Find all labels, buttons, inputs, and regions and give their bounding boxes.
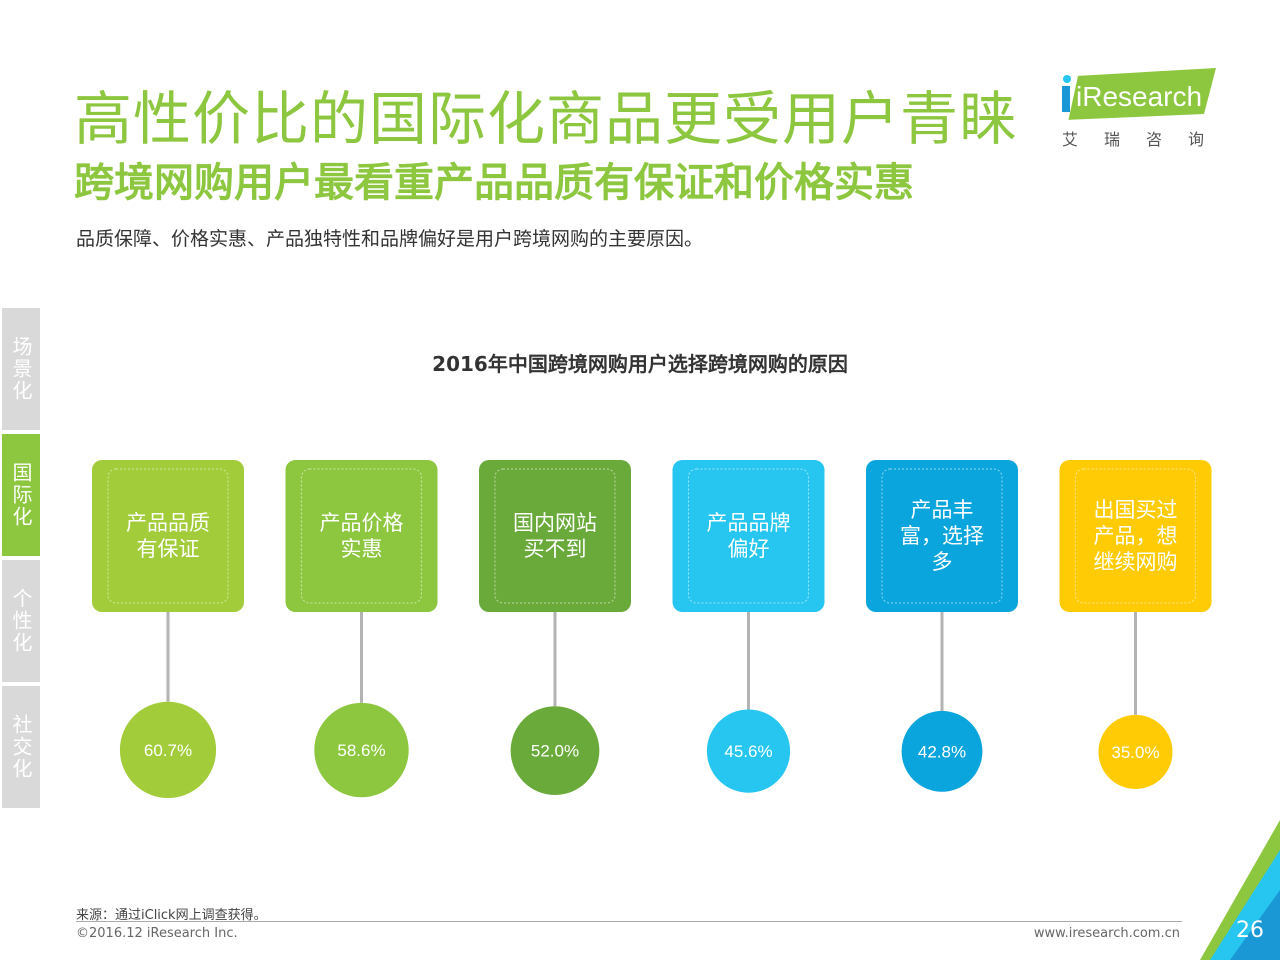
- chart-title: 2016年中国跨境网购用户选择跨境网购的原因: [432, 352, 848, 376]
- logo-mark-icon: iResearch: [1056, 68, 1216, 122]
- card-label: 国内网站 买不到: [479, 460, 631, 612]
- value-circle: [119, 701, 217, 798]
- footer-copyright: ©2016.12 iResearch Inc.: [76, 926, 238, 941]
- reason-card: [92, 460, 244, 612]
- card-label-text: 产品丰 富，选择 多: [900, 498, 984, 574]
- card-label: 产品品质 有保证: [92, 460, 244, 612]
- card-label: 出国买过 产品，想 继续网购: [1060, 460, 1212, 612]
- card-label: 产品品牌 偏好: [673, 460, 825, 612]
- reason-card: [672, 460, 825, 612]
- value-circle: [901, 710, 983, 792]
- card-dashed-border: [881, 468, 1003, 604]
- card-label: 产品丰 富，选择 多: [866, 460, 1018, 612]
- value-label: 35.0%: [1111, 743, 1159, 762]
- logo-chinese-name: 艾瑞咨询: [1062, 130, 1231, 149]
- card-label-text: 出国买过 产品，想 继续网购: [1093, 498, 1178, 574]
- card-dashed-border: [1075, 468, 1196, 604]
- page-subtitle: 跨境网购用户最看重产品品质有保证和价格实惠: [74, 160, 914, 206]
- corner-decoration: [1200, 820, 1280, 960]
- page-title: 高性价比的国际化商品更受用户青睐: [74, 85, 1019, 153]
- value-label: 58.6%: [337, 741, 385, 760]
- value-circle: [706, 709, 791, 793]
- logo-wordmark: iResearch: [1076, 81, 1202, 112]
- card-dashed-border: [301, 468, 422, 604]
- card-dashed-border: [107, 468, 229, 604]
- value-label: 42.8%: [918, 742, 966, 761]
- side-tab-label: 社交化: [9, 714, 33, 780]
- side-tab-label: 场景化: [9, 336, 33, 402]
- page-number: 26: [1236, 918, 1264, 943]
- summary-text: 品质保障、价格实惠、产品独特性和品牌偏好是用户跨境网购的主要原因。: [76, 228, 704, 250]
- side-tab-personalized[interactable]: 个性化: [2, 560, 40, 682]
- value-label: 52.0%: [531, 742, 579, 761]
- side-tab-social[interactable]: 社交化: [2, 686, 40, 808]
- footer-divider: [76, 921, 1182, 922]
- value-circle: [510, 706, 600, 795]
- card-label-text: 产品价格 实惠: [319, 511, 404, 561]
- card-label-text: 产品品质 有保证: [126, 511, 210, 561]
- reason-card: [866, 460, 1018, 612]
- card-dashed-border: [494, 468, 616, 604]
- footer-source: 来源：通过iClick网上调查获得。: [76, 908, 267, 923]
- card-label-text: 国内网站 买不到: [513, 511, 597, 561]
- reason-card: [1059, 460, 1212, 612]
- value-label: 60.7%: [144, 741, 192, 760]
- side-tab-scenario[interactable]: 场景化: [2, 308, 40, 430]
- iresearch-logo: iResearch 艾瑞咨询: [1056, 68, 1226, 152]
- value-label: 45.6%: [724, 742, 772, 761]
- side-tab-international[interactable]: 国际化: [2, 434, 40, 556]
- reason-card: [479, 460, 631, 612]
- side-tab-label: 国际化: [9, 462, 33, 528]
- card-label: 产品价格 实惠: [286, 460, 438, 612]
- side-tab-label: 个性化: [9, 588, 33, 654]
- card-dashed-border: [688, 468, 809, 604]
- side-tabs: 场景化 国际化 个性化 社交化: [2, 308, 40, 812]
- value-circle: [314, 702, 409, 798]
- card-label-text: 产品品牌 偏好: [706, 511, 791, 561]
- footer-website: www.iresearch.com.cn: [1033, 926, 1180, 941]
- reason-card: [285, 460, 438, 612]
- value-circle: [1098, 714, 1173, 790]
